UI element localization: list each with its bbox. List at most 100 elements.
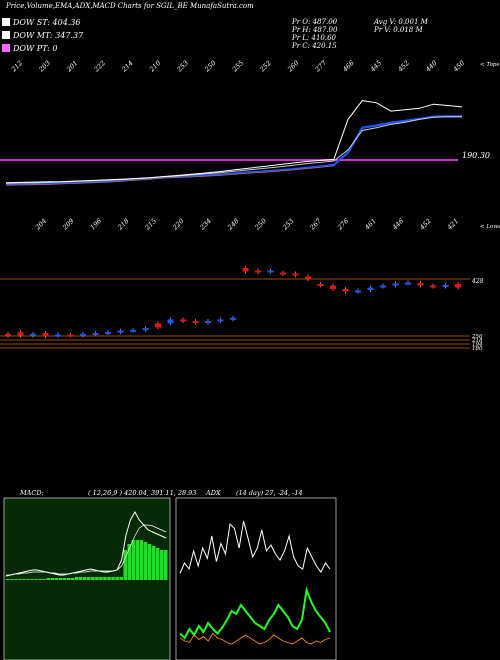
legend-label-st: DOW ST: 404.36 [13, 18, 81, 27]
candle-body [130, 329, 136, 332]
level-label-low: 218 [471, 338, 483, 344]
candle-body [242, 268, 249, 272]
lows-tick-label: 234 [198, 217, 213, 232]
macd-histogram-bar [131, 540, 136, 580]
candle-body [367, 287, 374, 290]
price-panel: 212 203 201 222 214 210 253 250 255 252 260 277 466 4… [0, 58, 500, 232]
stat-high: Pr H: 487.00 [292, 26, 338, 34]
lows-tick-label: 267 [308, 216, 324, 232]
tops-tick-label: 250 [202, 59, 217, 74]
level-label-low: 194 [472, 342, 483, 348]
macd-histogram-bar [42, 579, 46, 580]
legend-swatch-mt [2, 31, 10, 39]
tops-tick-label: 203 [37, 59, 52, 74]
candle-body [92, 333, 99, 335]
macd-histogram-bar [62, 578, 67, 580]
candle-body [30, 333, 36, 336]
macd-histogram-bar [10, 579, 14, 580]
candle-body [255, 270, 261, 273]
tops-tick-label: 466 [341, 59, 356, 74]
macd-histogram-bar [82, 577, 87, 580]
macd-histogram-bar [34, 579, 38, 580]
adx-params: (14 day) 27, -24, -14 [236, 489, 303, 497]
macd-histogram-bar [95, 577, 99, 580]
candle-body [417, 283, 424, 286]
lows-tick-label: 276 [335, 217, 350, 232]
sub-trend-line [5, 165, 334, 186]
lows-tick-label: 452 [418, 217, 433, 232]
macd-histogram-bar [159, 550, 164, 580]
adx-panel [175, 497, 337, 660]
macd-histogram-bar [70, 578, 75, 580]
macd-histogram-bar [54, 578, 59, 580]
plus-di-line [179, 586, 331, 640]
macd-histogram-bar [123, 550, 127, 580]
macd-histogram-bar [30, 579, 34, 580]
tops-tick-label: 212 [9, 59, 24, 74]
macd-params: ( 12,26,9 ) 420.04, 391.11, 28.93 [88, 489, 197, 497]
candle-body [292, 273, 299, 276]
macd-histogram-bar [155, 548, 160, 580]
candle-body [267, 270, 274, 273]
lows-tick-label: 250 [253, 217, 268, 232]
macd-histogram-bar [18, 579, 22, 580]
candle-body [230, 317, 236, 320]
macd-histogram-bar [66, 578, 71, 580]
candle-body [192, 321, 199, 323]
stat-volume: Pr V: 0.018 M [374, 26, 423, 34]
candle-body [317, 284, 324, 286]
lows-tick-label: 248 [225, 217, 240, 232]
stat-open: Pr O: 487.00 [292, 18, 338, 26]
candle-body [105, 332, 111, 335]
stat-low: Pr L: 410.60 [292, 34, 337, 42]
legend-swatch-st [2, 18, 10, 26]
macd-histogram-bar [26, 579, 30, 580]
macd-line [5, 510, 167, 577]
tops-tick-label: 252 [258, 59, 273, 74]
lows-tick-label: 204 [33, 217, 48, 232]
macd-histogram-bar [127, 544, 132, 580]
candle-body [342, 289, 349, 292]
macd-signal-line [6, 524, 167, 576]
macd-histogram-bar [143, 542, 148, 580]
macd-histogram-bar [163, 550, 168, 580]
macd-histogram-bar [139, 540, 144, 580]
tops-tick-label: 445 [368, 59, 383, 74]
macd-histogram-bar [58, 578, 63, 580]
legend-label-mt: DOW MT: 347.37 [13, 31, 84, 40]
candle-body [392, 283, 399, 286]
pt-reference-label: 190.30 [462, 151, 490, 160]
legend-dow-st: DOW ST: 404.36 [2, 18, 81, 27]
macd-panel [3, 497, 171, 660]
candle-body [80, 333, 86, 336]
candle-body [205, 321, 211, 323]
legend-label-pt: DOW PT: 0 [13, 44, 58, 53]
tops-tick-label: 214 [120, 59, 135, 74]
tops-tick-label: 201 [64, 59, 79, 74]
candle-body [405, 282, 411, 285]
macd-histogram-bar [151, 546, 156, 580]
stat-close: Pr C: 420.15 [292, 42, 337, 50]
macd-histogram-bar [50, 578, 55, 580]
adx-line [179, 520, 331, 574]
macd-histogram-bar [91, 577, 95, 580]
candle-body [67, 334, 74, 337]
candle-body [17, 332, 24, 336]
macd-histogram-bar [74, 577, 79, 580]
macd-histogram-bar [14, 579, 18, 580]
candle-body [430, 285, 436, 288]
macd-histogram-bar [46, 578, 51, 580]
candle-body [5, 333, 11, 336]
legend-dow-mt: DOW MT: 347.37 [2, 31, 83, 40]
tops-tick-label: 210 [147, 59, 162, 74]
macd-histogram-bar [38, 579, 42, 580]
tops-tick-label: 440 [423, 59, 438, 74]
price-close-line [5, 115, 463, 186]
macd-histogram-bar [135, 540, 140, 580]
level-label-low: 256 [471, 334, 483, 340]
lows-tick-label: 209 [61, 217, 76, 232]
candle-body [167, 319, 174, 324]
candle-body [155, 323, 161, 328]
candle-body [380, 285, 386, 288]
lows-axis-label: < Lows [480, 224, 500, 230]
